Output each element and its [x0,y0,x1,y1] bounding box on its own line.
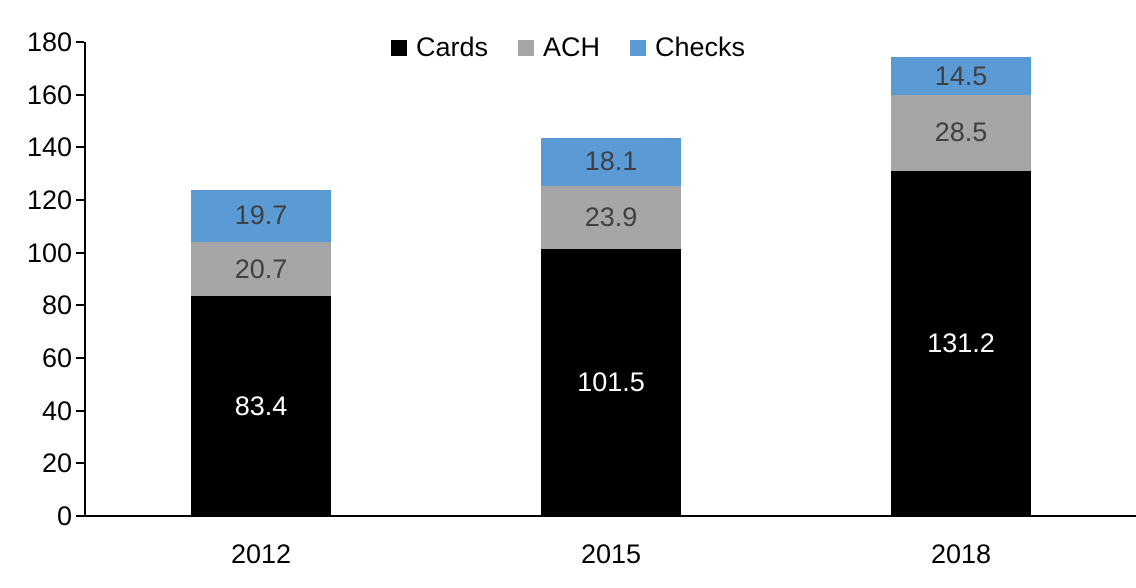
legend-label-ach: ACH [542,32,600,62]
bar-segment-ach-2018: 28.5 [891,95,1031,171]
legend-label-cards: Cards [415,32,488,62]
legend-label-checks: Checks [655,32,746,62]
bar-value-label: 14.5 [934,60,988,91]
y-tick [76,251,84,254]
legend-item-cards: Cards [390,32,488,62]
x-category-label-2015: 2015 [580,539,642,569]
y-tick [76,409,84,412]
bar-segment-checks-2012: 19.7 [191,189,331,242]
y-axis-line [84,42,86,517]
bar-segment-checks-2018: 14.5 [891,57,1031,96]
bar-value-label: 83.4 [234,390,288,421]
y-tick-label: 140 [26,132,72,163]
bar-value-label: 19.7 [234,200,288,231]
legend: Cards ACH Checks [0,34,1136,61]
legend-item-ach: ACH [517,32,600,62]
bar-value-label: 18.1 [584,146,638,177]
cards-swatch-icon [390,39,407,56]
ach-swatch-icon [517,39,534,56]
bar-segment-cards-2012: 83.4 [191,296,331,516]
y-tick [76,146,84,149]
bar-value-label: 20.7 [234,253,288,284]
bar-segment-cards-2015: 101.5 [541,248,681,516]
y-tick [76,41,84,43]
y-tick-label: 40 [41,395,72,426]
y-tick [76,462,84,465]
y-tick [76,199,84,201]
y-tick-label: 180 [26,27,72,57]
bar-value-label: 28.5 [934,117,988,148]
y-tick-label: 20 [41,448,72,479]
bar-segment-ach-2012: 20.7 [191,241,331,297]
y-tick-label: 100 [26,237,72,268]
y-tick-label: 60 [41,343,72,373]
x-axis-line [76,515,1136,517]
checks-swatch-icon [630,39,646,56]
bar-value-label: 101.5 [577,366,645,397]
y-tick [76,357,84,359]
x-category-label-2018: 2018 [930,539,992,569]
x-category-label-2012: 2012 [230,539,292,569]
y-tick-label: 120 [26,185,72,215]
bar-value-label: 23.9 [584,201,638,232]
y-tick [76,304,84,307]
bar-segment-cards-2018: 131.2 [891,170,1031,516]
bar-segment-checks-2015: 18.1 [541,138,681,186]
y-tick-label: 160 [26,79,72,110]
y-tick-label: 0 [56,501,72,531]
bar-segment-ach-2015: 23.9 [541,185,681,249]
y-tick-label: 80 [41,290,72,321]
bar-value-label: 131.2 [927,327,995,358]
y-tick [76,93,84,96]
legend-item-checks: Checks [630,34,745,61]
